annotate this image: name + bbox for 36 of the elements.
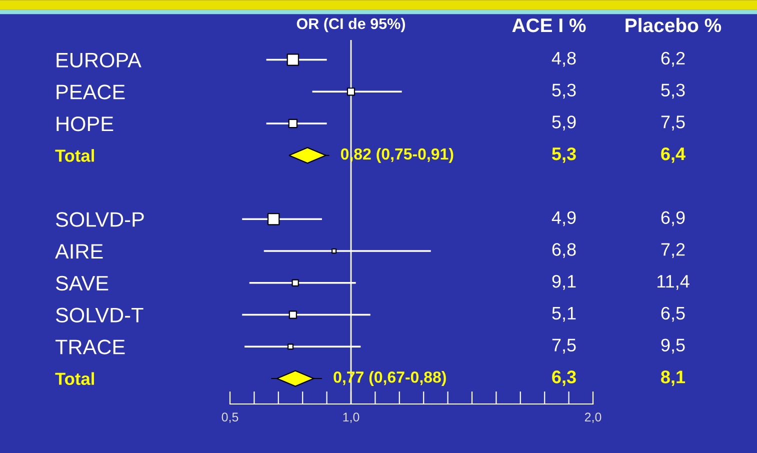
- text: 7,5: [661, 116, 685, 130]
- annotation: 5,1: [552, 307, 576, 322]
- text: 6,4: [661, 147, 686, 163]
- text: 8,1: [661, 370, 686, 386]
- x-tick-label: 2,0: [584, 412, 602, 423]
- annotation: 6,8: [552, 243, 576, 258]
- text: 6,9: [661, 211, 685, 226]
- y-tick-label: Total: [55, 372, 94, 385]
- y-tick-label: Total: [55, 149, 94, 162]
- text: Placebo %: [626, 18, 722, 32]
- text: 7,2: [661, 243, 685, 258]
- text: 6,2: [661, 52, 685, 67]
- text: ACE I %: [512, 18, 586, 32]
- annotation: 5,9: [552, 116, 576, 130]
- x-tick-label: 1,0: [343, 412, 360, 423]
- y-tick-label: SOLVD-P: [56, 212, 144, 227]
- annotation: 9,1: [552, 274, 576, 290]
- annotation: 4,8: [552, 52, 576, 67]
- x-tick-label: 0,5: [222, 412, 238, 423]
- annotation: 6,3: [552, 370, 576, 386]
- annotation: 7,5: [552, 338, 576, 354]
- annotation: 5,3: [552, 84, 576, 99]
- y-tick-label: SOLVD-T: [56, 308, 144, 323]
- y-tick-label: SAVE: [56, 276, 108, 291]
- y-tick-label: TRACE: [55, 340, 125, 354]
- y-tick-label: AIRE: [55, 244, 103, 259]
- annotation: 4,9: [552, 211, 576, 226]
- text: 9,5: [661, 338, 685, 354]
- text: 6,5: [661, 306, 685, 322]
- y-tick-label: PEACE: [56, 84, 125, 100]
- y-tick-label: HOPE: [56, 116, 114, 132]
- text: 5,3: [661, 84, 685, 99]
- chart-title: OR (CI de 95%): [296, 18, 405, 32]
- text: 11,4: [657, 275, 690, 290]
- annotation: 5,3: [552, 147, 576, 163]
- y-tick-label: EUROPA: [56, 52, 142, 68]
